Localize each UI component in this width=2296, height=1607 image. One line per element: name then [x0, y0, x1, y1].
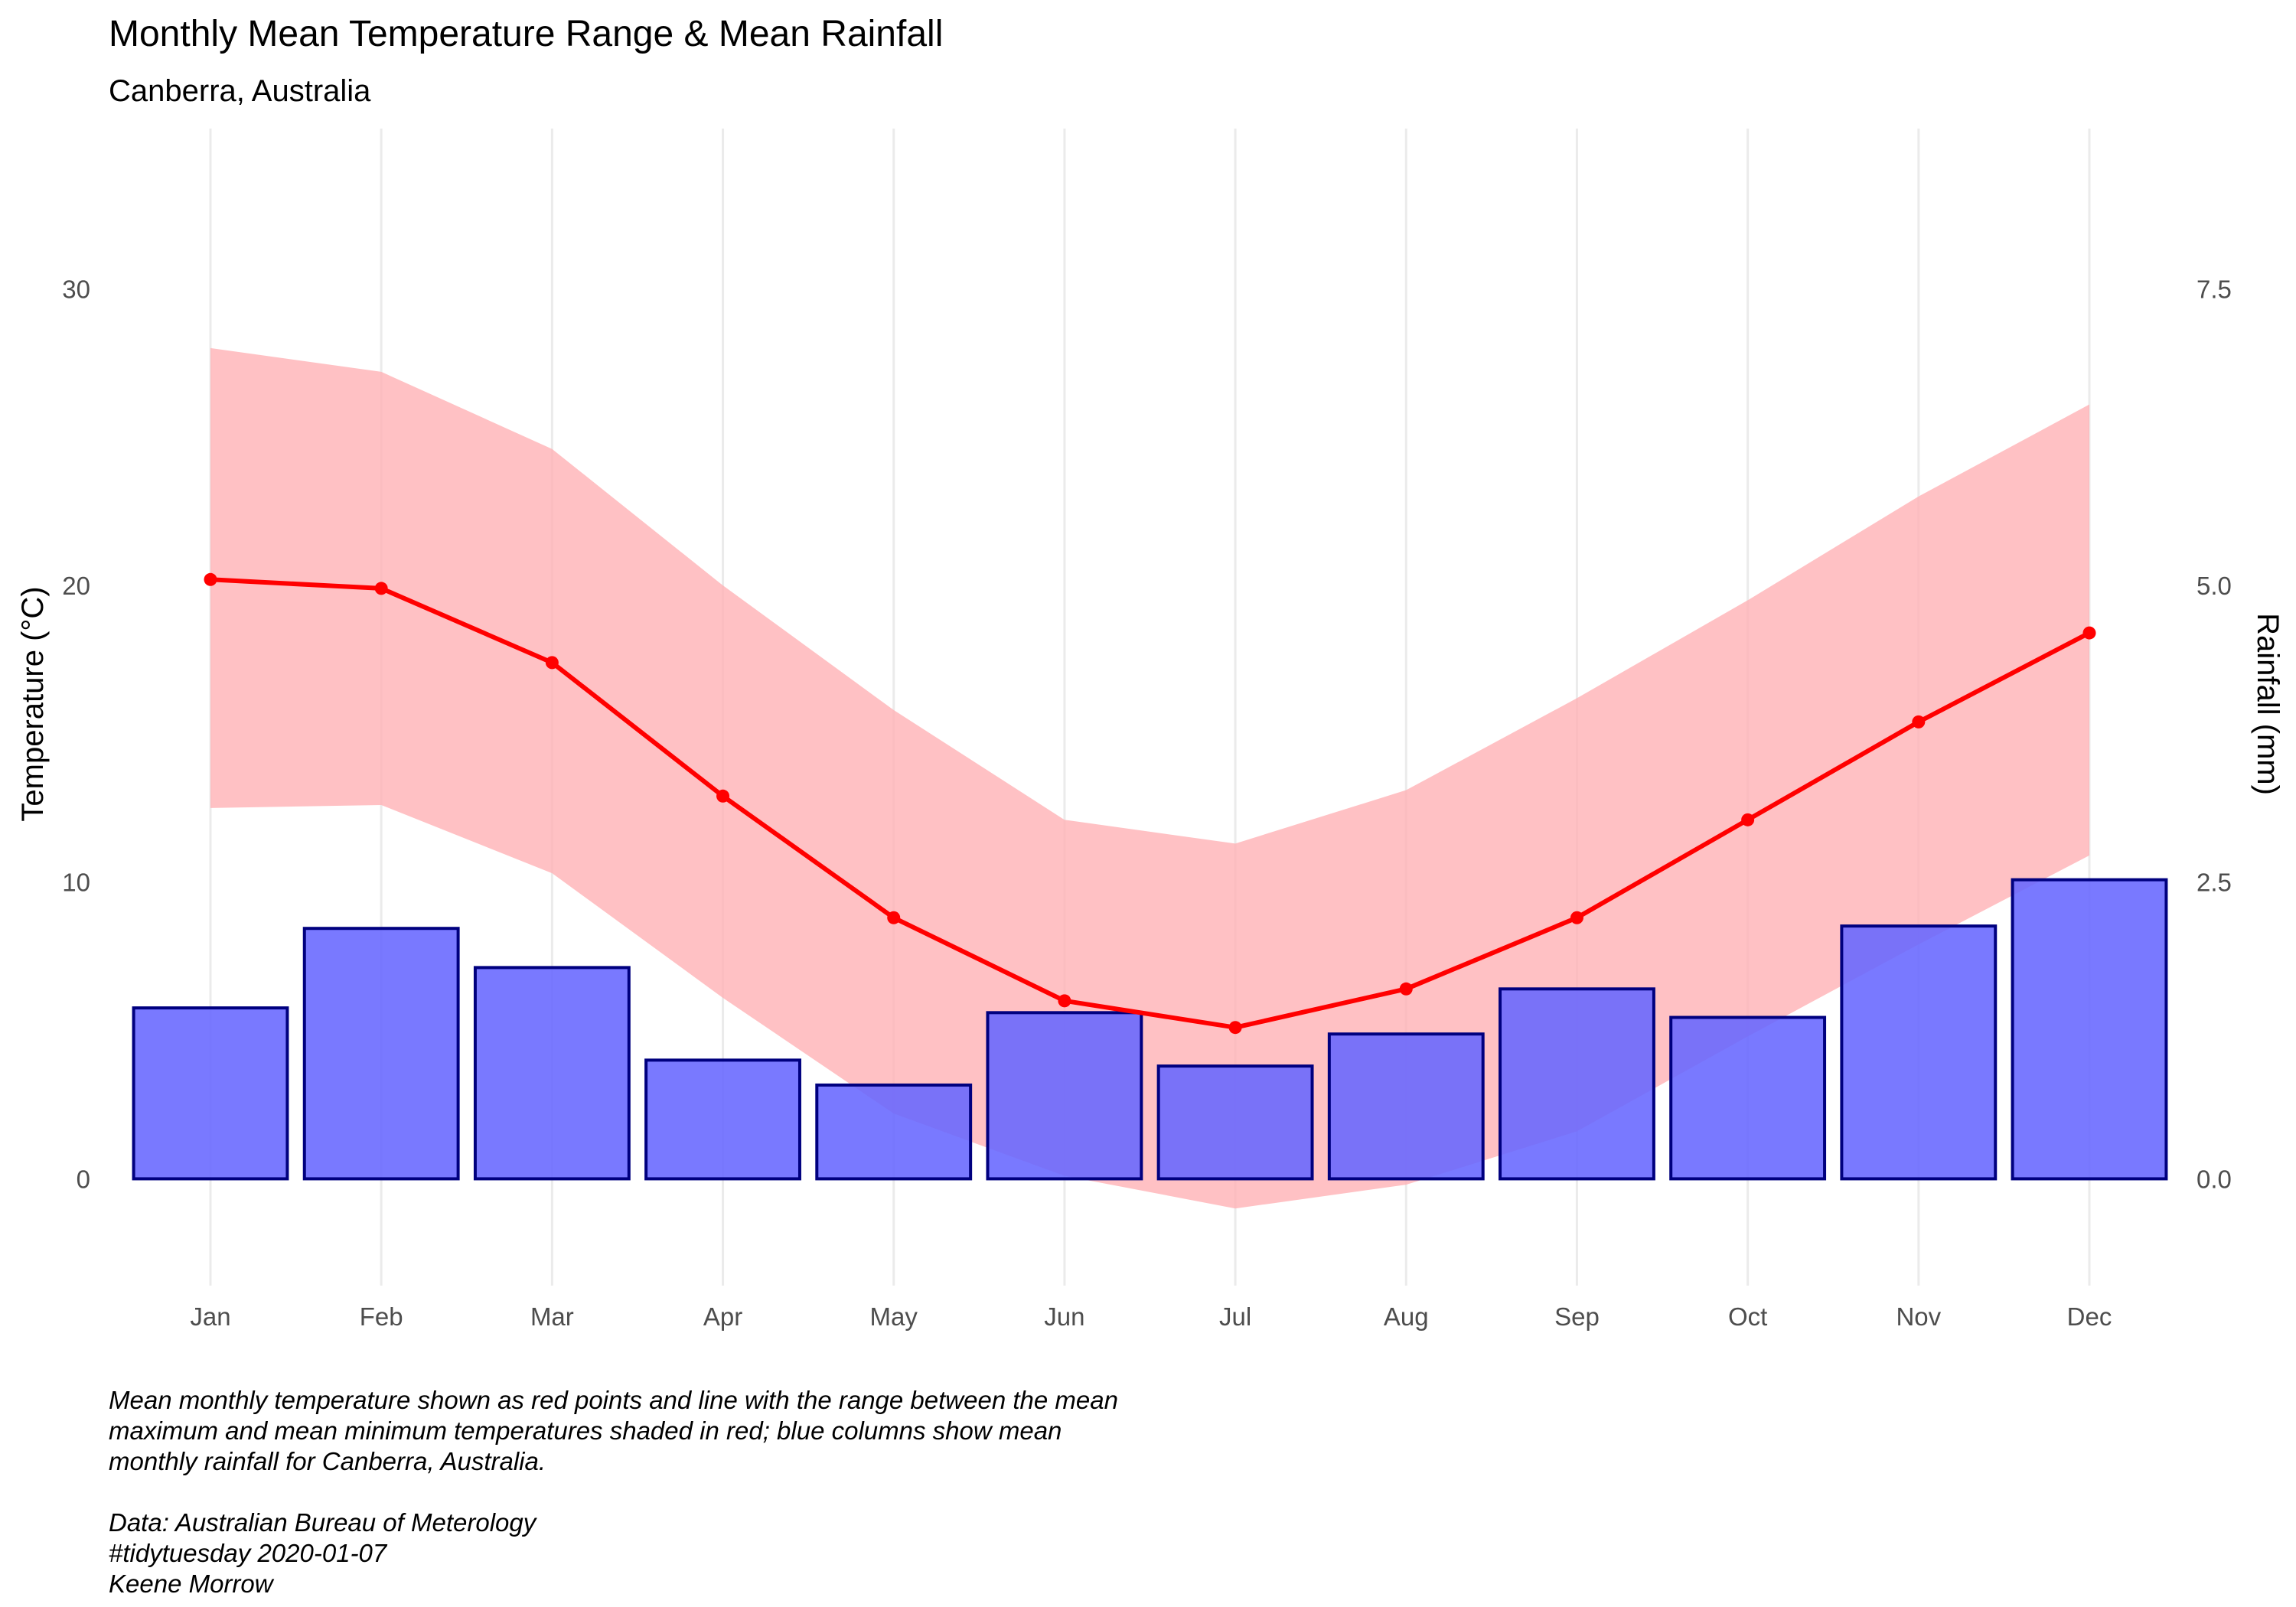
y2-axis-title: Rainfall (mm): [2251, 613, 2285, 795]
mean-temperature-point-may: [887, 911, 901, 924]
caption-line: maximum and mean minimum temperatures sh…: [109, 1416, 1062, 1445]
x-axis-ticks: Jan Feb Mar Apr May Jun Jul Aug Sep Oct Nov Dec: [190, 1302, 2112, 1331]
x-tick-label: Mar: [530, 1302, 574, 1331]
y-axis-title: Temperature (°C): [16, 586, 50, 821]
x-tick-label: Nov: [1896, 1302, 1941, 1331]
caption-line: Mean monthly temperature shown as red po…: [109, 1386, 1118, 1414]
y2-tick-label: 0.0: [2197, 1165, 2232, 1193]
y2-tick-label: 2.5: [2197, 869, 2232, 897]
caption-line: #tidytuesday 2020-01-07: [109, 1539, 388, 1567]
x-tick-label: Apr: [703, 1302, 742, 1331]
x-tick-label: Dec: [2067, 1302, 2112, 1331]
x-tick-label: Sep: [1554, 1302, 1600, 1331]
mean-temperature-point-mar: [545, 656, 559, 670]
rainfall-bar-feb: [302, 927, 460, 1181]
x-tick-label: Feb: [360, 1302, 403, 1331]
rainfall-bar-aug: [1327, 1032, 1485, 1181]
rainfall-bar-may: [815, 1083, 973, 1181]
rainfall-bar-apr: [644, 1058, 801, 1181]
rainfall-bar-jun: [986, 1011, 1143, 1181]
rainfall-bar-nov: [1840, 924, 1998, 1181]
mean-temperature-point-sep: [1570, 911, 1583, 924]
caption-line: monthly rainfall for Canberra, Australia…: [109, 1447, 546, 1475]
rainfall-bar-sep: [1499, 987, 1655, 1181]
mean-temperature-line: [204, 572, 2096, 1035]
mean-temperature-point-aug: [1399, 982, 1413, 996]
x-tick-label: Jan: [190, 1302, 230, 1331]
rainfall-bar-jul: [1156, 1064, 1314, 1181]
chart-subtitle: Canberra, Australia: [109, 74, 371, 108]
chart-title: Monthly Mean Temperature Range & Mean Ra…: [109, 14, 943, 54]
mean-temperature-point-dec: [2082, 626, 2096, 640]
x-tick-label: Oct: [1728, 1302, 1767, 1331]
y-tick-label: 0: [77, 1165, 90, 1193]
y-tick-label: 10: [62, 869, 90, 897]
y2-axis-ticks: 0.0 2.5 5.0 7.5: [2197, 275, 2232, 1193]
y-axis-ticks: 0 10 20 30: [62, 275, 90, 1193]
x-tick-label: Jul: [1219, 1302, 1251, 1331]
y-tick-label: 20: [62, 572, 90, 600]
x-tick-label: May: [870, 1302, 918, 1331]
caption-line: Data: Australian Bureau of Meterology: [109, 1508, 538, 1537]
mean-temperature-point-jun: [1058, 994, 1071, 1008]
mean-temperature-point-apr: [716, 789, 730, 803]
y-tick-label: 30: [62, 275, 90, 303]
y2-tick-label: 7.5: [2197, 275, 2232, 303]
caption: Mean monthly temperature shown as red po…: [109, 1386, 1118, 1598]
rainfall-bar-mar: [473, 966, 631, 1181]
mean-temperature-point-feb: [374, 582, 388, 595]
rainfall-bar-oct: [1669, 1015, 1827, 1181]
mean-temperature-point-nov: [1912, 715, 1926, 729]
x-tick-label: Aug: [1384, 1302, 1429, 1331]
y2-tick-label: 5.0: [2197, 572, 2232, 600]
rainfall-bars: [132, 878, 2168, 1181]
rainfall-bar-jan: [132, 1006, 289, 1181]
rainfall-bar-dec: [2011, 878, 2168, 1181]
caption-line: Keene Morrow: [109, 1570, 275, 1598]
mean-temperature-point-jan: [204, 572, 217, 586]
mean-temperature-point-oct: [1741, 813, 1755, 826]
mean-temperature-point-jul: [1228, 1021, 1242, 1035]
x-tick-label: Jun: [1044, 1302, 1084, 1331]
mean-temperature-path: [210, 577, 2091, 1030]
